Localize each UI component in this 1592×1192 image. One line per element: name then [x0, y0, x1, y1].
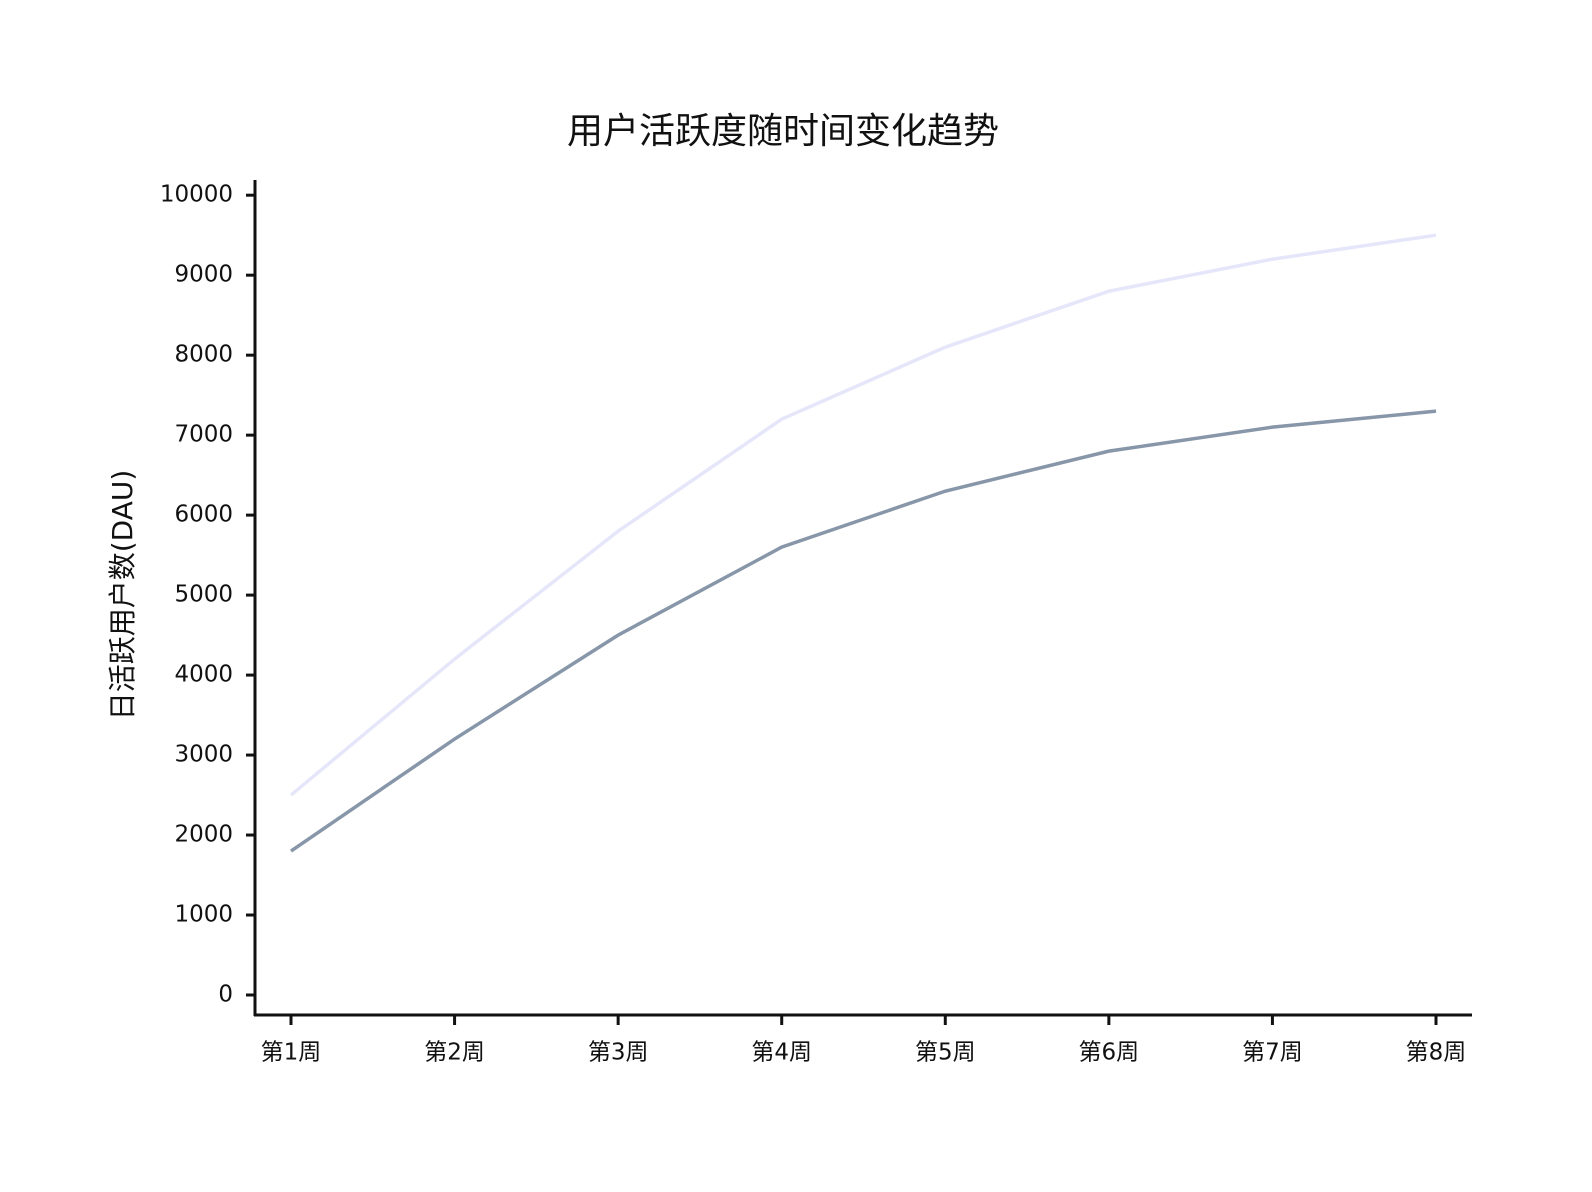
y-tick-label: 4000 [174, 662, 233, 688]
y-tick-label: 1000 [174, 902, 233, 928]
line-series [290, 409, 1437, 853]
x-tick-label: 第3周 [588, 1040, 649, 1066]
y-tick-label: 7000 [174, 422, 233, 448]
x-tick-label: 第6周 [1079, 1040, 1140, 1066]
x-tick-label: 第2周 [424, 1040, 485, 1066]
y-tick-label: 9000 [174, 262, 233, 288]
y-tick-label: 6000 [174, 502, 233, 528]
y-tick-label: 8000 [174, 342, 233, 368]
x-tick-label: 第5周 [915, 1040, 976, 1066]
y-axis-label: 日活跃用户数(DAU) [106, 470, 139, 721]
x-tick-label: 第4周 [751, 1040, 812, 1066]
y-tick-label: 5000 [174, 582, 233, 608]
line-series [289, 233, 1437, 797]
y-tick-label: 2000 [174, 822, 233, 848]
chart-title: 用户活跃度随时间变化趋势 [567, 111, 999, 152]
x-tick-label: 第7周 [1242, 1040, 1303, 1066]
y-tick-label: 0 [218, 982, 233, 1008]
x-tick-label: 第8周 [1406, 1040, 1467, 1066]
x-tick-label: 第1周 [261, 1040, 322, 1066]
y-tick-label: 10000 [160, 182, 233, 208]
y-tick-label: 3000 [174, 742, 233, 768]
